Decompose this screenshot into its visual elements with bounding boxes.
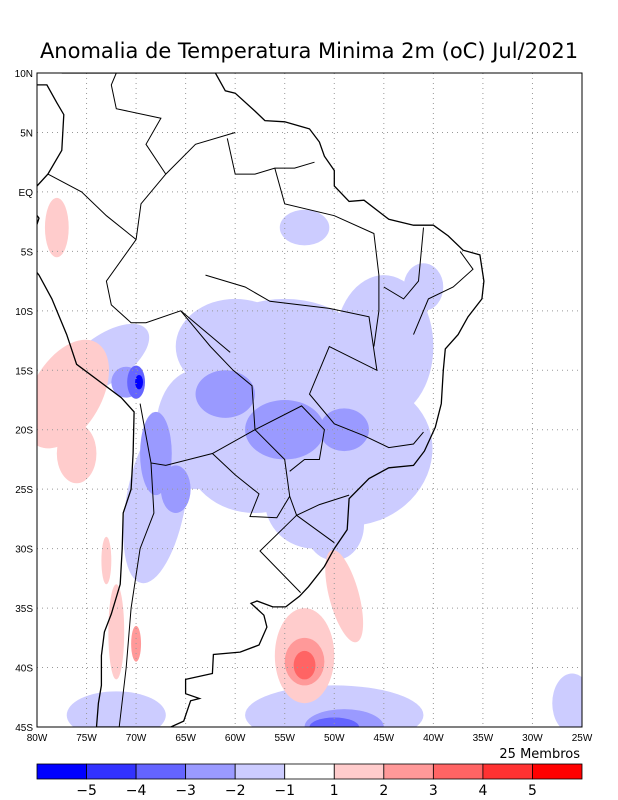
political-border	[212, 453, 291, 519]
anomaly-contour	[123, 418, 189, 584]
colorbar-swatch	[135, 763, 187, 780]
anomaly-contour	[135, 375, 144, 390]
colorbar-label: −5	[76, 783, 97, 799]
anomaly-contour	[101, 536, 112, 585]
political-border	[205, 274, 424, 449]
anomaly-contour	[56, 423, 97, 484]
colorbar-swatch	[383, 763, 434, 780]
colorbar-swatch	[532, 763, 583, 780]
political-border	[118, 462, 155, 727]
colorbar-swatch	[185, 763, 236, 780]
colorbar-label: 4	[478, 783, 487, 799]
longitude-label: 50W	[324, 733, 345, 744]
colorbar-swatch	[86, 763, 137, 780]
anomaly-contour	[140, 411, 172, 496]
political-border	[226, 138, 315, 175]
colorbar-swatch	[234, 763, 286, 780]
latitude-label: 20S	[15, 426, 33, 437]
latitude-label: 35S	[15, 604, 33, 615]
longitude-label: 60W	[225, 733, 246, 744]
anomaly-contour	[403, 263, 444, 311]
colorbar-label: 1	[330, 783, 339, 799]
colorbar-label: 5	[528, 783, 537, 799]
map-frame	[36, 72, 583, 728]
map-title: Anomalia de Temperatura Minima 2m (oC) J…	[40, 39, 578, 63]
colorbar-label: 3	[429, 783, 438, 799]
longitude-label: 35W	[473, 733, 494, 744]
political-border	[274, 167, 380, 347]
anomaly-contour	[44, 197, 69, 258]
grid-lines	[37, 73, 582, 727]
political-border	[180, 310, 231, 353]
coastlines-borders	[37, 73, 485, 727]
political-border	[295, 494, 350, 544]
colorbar-label: −2	[225, 783, 246, 799]
anomaly-contour	[160, 465, 191, 513]
anomaly-contour	[552, 673, 582, 727]
anomaly-contour	[195, 370, 255, 418]
anomaly-contour	[66, 691, 166, 727]
anomaly-contour	[293, 650, 316, 680]
longitude-label: 65W	[175, 733, 196, 744]
latitude-labels: 10N 5N EQ 5S 10S 15S 20S 25S 30S 35S 40S 45S	[15, 69, 34, 734]
latitude-label: 5N	[20, 128, 33, 139]
political-border	[139, 403, 256, 466]
latitude-label: 40S	[15, 664, 33, 675]
anomaly-contour	[37, 339, 109, 449]
south-america-coastline	[37, 73, 485, 727]
anomaly-contour	[309, 717, 360, 727]
longitude-label: 45W	[374, 733, 395, 744]
colorbar-swatch	[36, 763, 87, 780]
anomaly-contour	[279, 209, 330, 246]
political-border	[47, 173, 137, 240]
longitude-label: 80W	[27, 733, 48, 744]
colorbar-label: −3	[175, 783, 196, 799]
political-border	[383, 227, 424, 300]
political-border	[110, 73, 167, 175]
anomaly-contour	[319, 408, 369, 452]
colorbar-swatch	[482, 763, 533, 780]
latitude-label: 25S	[15, 485, 33, 496]
colorbar-swatch	[284, 763, 335, 780]
longitude-label: 70W	[126, 733, 147, 744]
colorbar-label: −4	[126, 783, 147, 799]
latitude-label: 5S	[21, 247, 34, 258]
longitude-label: 75W	[76, 733, 97, 744]
colorbar-swatch	[333, 763, 385, 780]
latitude-label: 10S	[15, 307, 33, 318]
political-border	[413, 251, 474, 335]
anomaly-contour	[245, 400, 325, 460]
anomaly-fields	[37, 197, 582, 727]
anomaly-contour	[334, 275, 434, 418]
longitude-label: 30W	[522, 733, 543, 744]
latitude-label: 30S	[15, 545, 33, 556]
longitude-label: 40W	[423, 733, 444, 744]
colorbar-label: 2	[379, 783, 388, 799]
longitude-label: 55W	[274, 733, 295, 744]
colorbar-swatch	[432, 763, 484, 780]
latitude-label: 10N	[15, 69, 33, 80]
colorbar-label: −1	[274, 783, 295, 799]
anomaly-contour	[175, 298, 295, 395]
political-border	[254, 405, 325, 472]
longitude-label: 25W	[572, 733, 593, 744]
members-label: 25 Membros	[499, 747, 580, 762]
longitude-labels: 80W 75W 70W 65W 60W 55W 50W 45W 40W 35W 30W 25W	[27, 733, 593, 744]
colorbar: −5 −4 −3 −2 −1 1 2 3 4 5	[36, 763, 583, 799]
latitude-label: 15S	[15, 366, 33, 377]
latitude-label: 45S	[15, 723, 33, 734]
latitude-label: EQ	[19, 188, 34, 199]
